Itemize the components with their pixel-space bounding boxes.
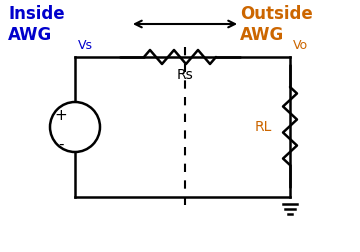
Text: Vs: Vs	[78, 39, 93, 52]
Text: +: +	[55, 107, 67, 122]
Text: RL: RL	[255, 119, 272, 134]
Text: Inside
AWG: Inside AWG	[8, 5, 65, 44]
Text: -: -	[58, 136, 64, 151]
Text: Outside
AWG: Outside AWG	[240, 5, 313, 44]
Text: Vo: Vo	[293, 39, 308, 52]
Text: Rs: Rs	[177, 68, 193, 82]
